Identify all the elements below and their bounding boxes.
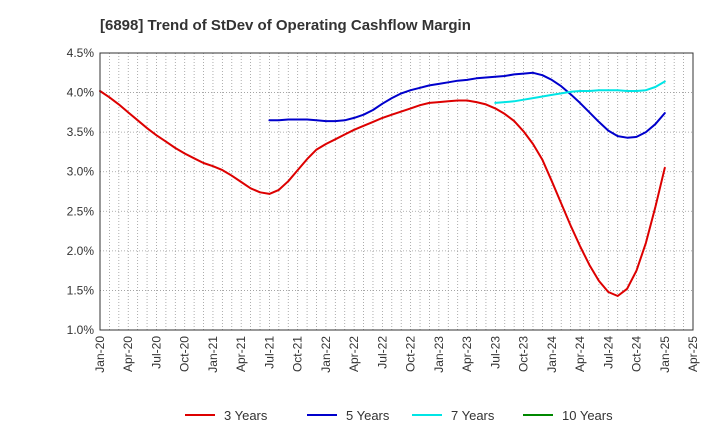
- x-tick-label: Jan-21: [206, 336, 220, 373]
- x-tick-label: Jan-25: [658, 336, 672, 373]
- legend-label: 10 Years: [562, 408, 613, 423]
- x-tick-label: Oct-23: [517, 336, 531, 372]
- y-tick-label: 2.0%: [67, 244, 95, 258]
- plot-area: 1.0% 1.5% 2.0% 2.5% 3.0% 3.5% 4.0% 4.5% Jan-20 Ap…: [67, 46, 700, 373]
- series-line: [494, 80, 666, 104]
- x-tick-label: Jul-20: [149, 336, 163, 369]
- legend-label: 5 Years: [346, 408, 390, 423]
- y-tick-label: 1.0%: [67, 323, 95, 337]
- x-tick-label: Apr-24: [573, 336, 587, 372]
- x-tick-label: Oct-24: [630, 336, 644, 372]
- x-tick-label: Jul-22: [375, 336, 389, 369]
- x-tick-label: Apr-23: [460, 336, 474, 372]
- legend-label: 3 Years: [224, 408, 268, 423]
- plot-border: [99, 52, 694, 331]
- y-tick-label: 4.0%: [67, 86, 95, 100]
- y-tick-label: 3.0%: [67, 165, 95, 179]
- x-tick-label: Oct-20: [178, 336, 192, 372]
- y-tick-label: 1.5%: [67, 283, 95, 297]
- x-tick-label: Apr-20: [121, 336, 135, 372]
- series-line: [99, 90, 666, 297]
- x-tick-label: Jul-23: [488, 336, 502, 369]
- legend-label: 7 Years: [451, 408, 495, 423]
- x-tick-label: Jan-20: [93, 336, 107, 373]
- x-tick-label: Oct-22: [404, 336, 418, 372]
- y-tick-label: 2.5%: [67, 204, 95, 218]
- x-tick-label: Apr-21: [234, 336, 248, 372]
- y-tick-label: 3.5%: [67, 125, 95, 139]
- x-tick-label: Jan-24: [545, 336, 559, 373]
- series-line: [268, 71, 666, 139]
- plot-background: [100, 53, 693, 330]
- x-tick-label: Apr-22: [347, 336, 361, 372]
- x-tick-label: Jul-24: [601, 336, 615, 369]
- x-tick-label: Oct-21: [291, 336, 305, 372]
- legend: 3 Years 5 Years 7 Years 10 Years: [185, 408, 613, 423]
- x-tick-label: Jul-21: [262, 336, 276, 369]
- x-tick-label: Jan-23: [432, 336, 446, 373]
- y-tick-label: 4.5%: [67, 46, 95, 60]
- x-tick-label: Apr-25: [686, 336, 700, 372]
- chart-title: [6898] Trend of StDev of Operating Cashf…: [100, 17, 471, 34]
- x-tick-label: Jan-22: [319, 336, 333, 373]
